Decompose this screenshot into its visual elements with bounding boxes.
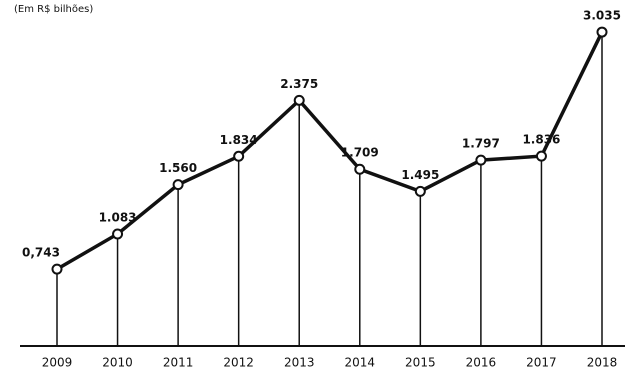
x-tick-label: 2014 xyxy=(345,356,376,370)
value-label: 1.836 xyxy=(522,133,560,147)
line xyxy=(56,31,604,271)
point xyxy=(172,179,184,191)
value-label: 1.560 xyxy=(159,161,197,175)
chart-subtitle: (Em R$ bilhões) xyxy=(14,4,93,15)
x-tick-label: 2017 xyxy=(526,356,557,370)
point xyxy=(51,263,63,275)
value-label: 3.035 xyxy=(583,9,621,23)
point xyxy=(414,185,426,197)
point xyxy=(535,150,547,162)
value-label: 1.495 xyxy=(401,168,439,182)
point xyxy=(233,150,245,162)
x-tick-label: 2011 xyxy=(163,356,194,370)
x-tick-label: 2016 xyxy=(466,356,497,370)
point xyxy=(293,94,305,106)
x-tick-label: 2010 xyxy=(102,356,133,370)
x-tick-label: 2015 xyxy=(405,356,436,370)
value-label: 1.083 xyxy=(99,210,137,224)
value-label: 1.709 xyxy=(341,146,379,160)
point xyxy=(112,228,124,240)
x-tick-label: 2013 xyxy=(284,356,315,370)
point xyxy=(596,26,608,38)
value-label: 0,743 xyxy=(22,246,60,260)
point xyxy=(475,154,487,166)
x-tick-label: 2018 xyxy=(587,356,618,370)
value-label: 2.375 xyxy=(280,77,318,91)
value-label: 1.797 xyxy=(462,137,500,151)
x-tick-label: 2012 xyxy=(223,356,254,370)
point xyxy=(354,163,366,175)
x-tick-label: 2009 xyxy=(42,356,73,370)
value-label: 1.834 xyxy=(220,133,258,147)
